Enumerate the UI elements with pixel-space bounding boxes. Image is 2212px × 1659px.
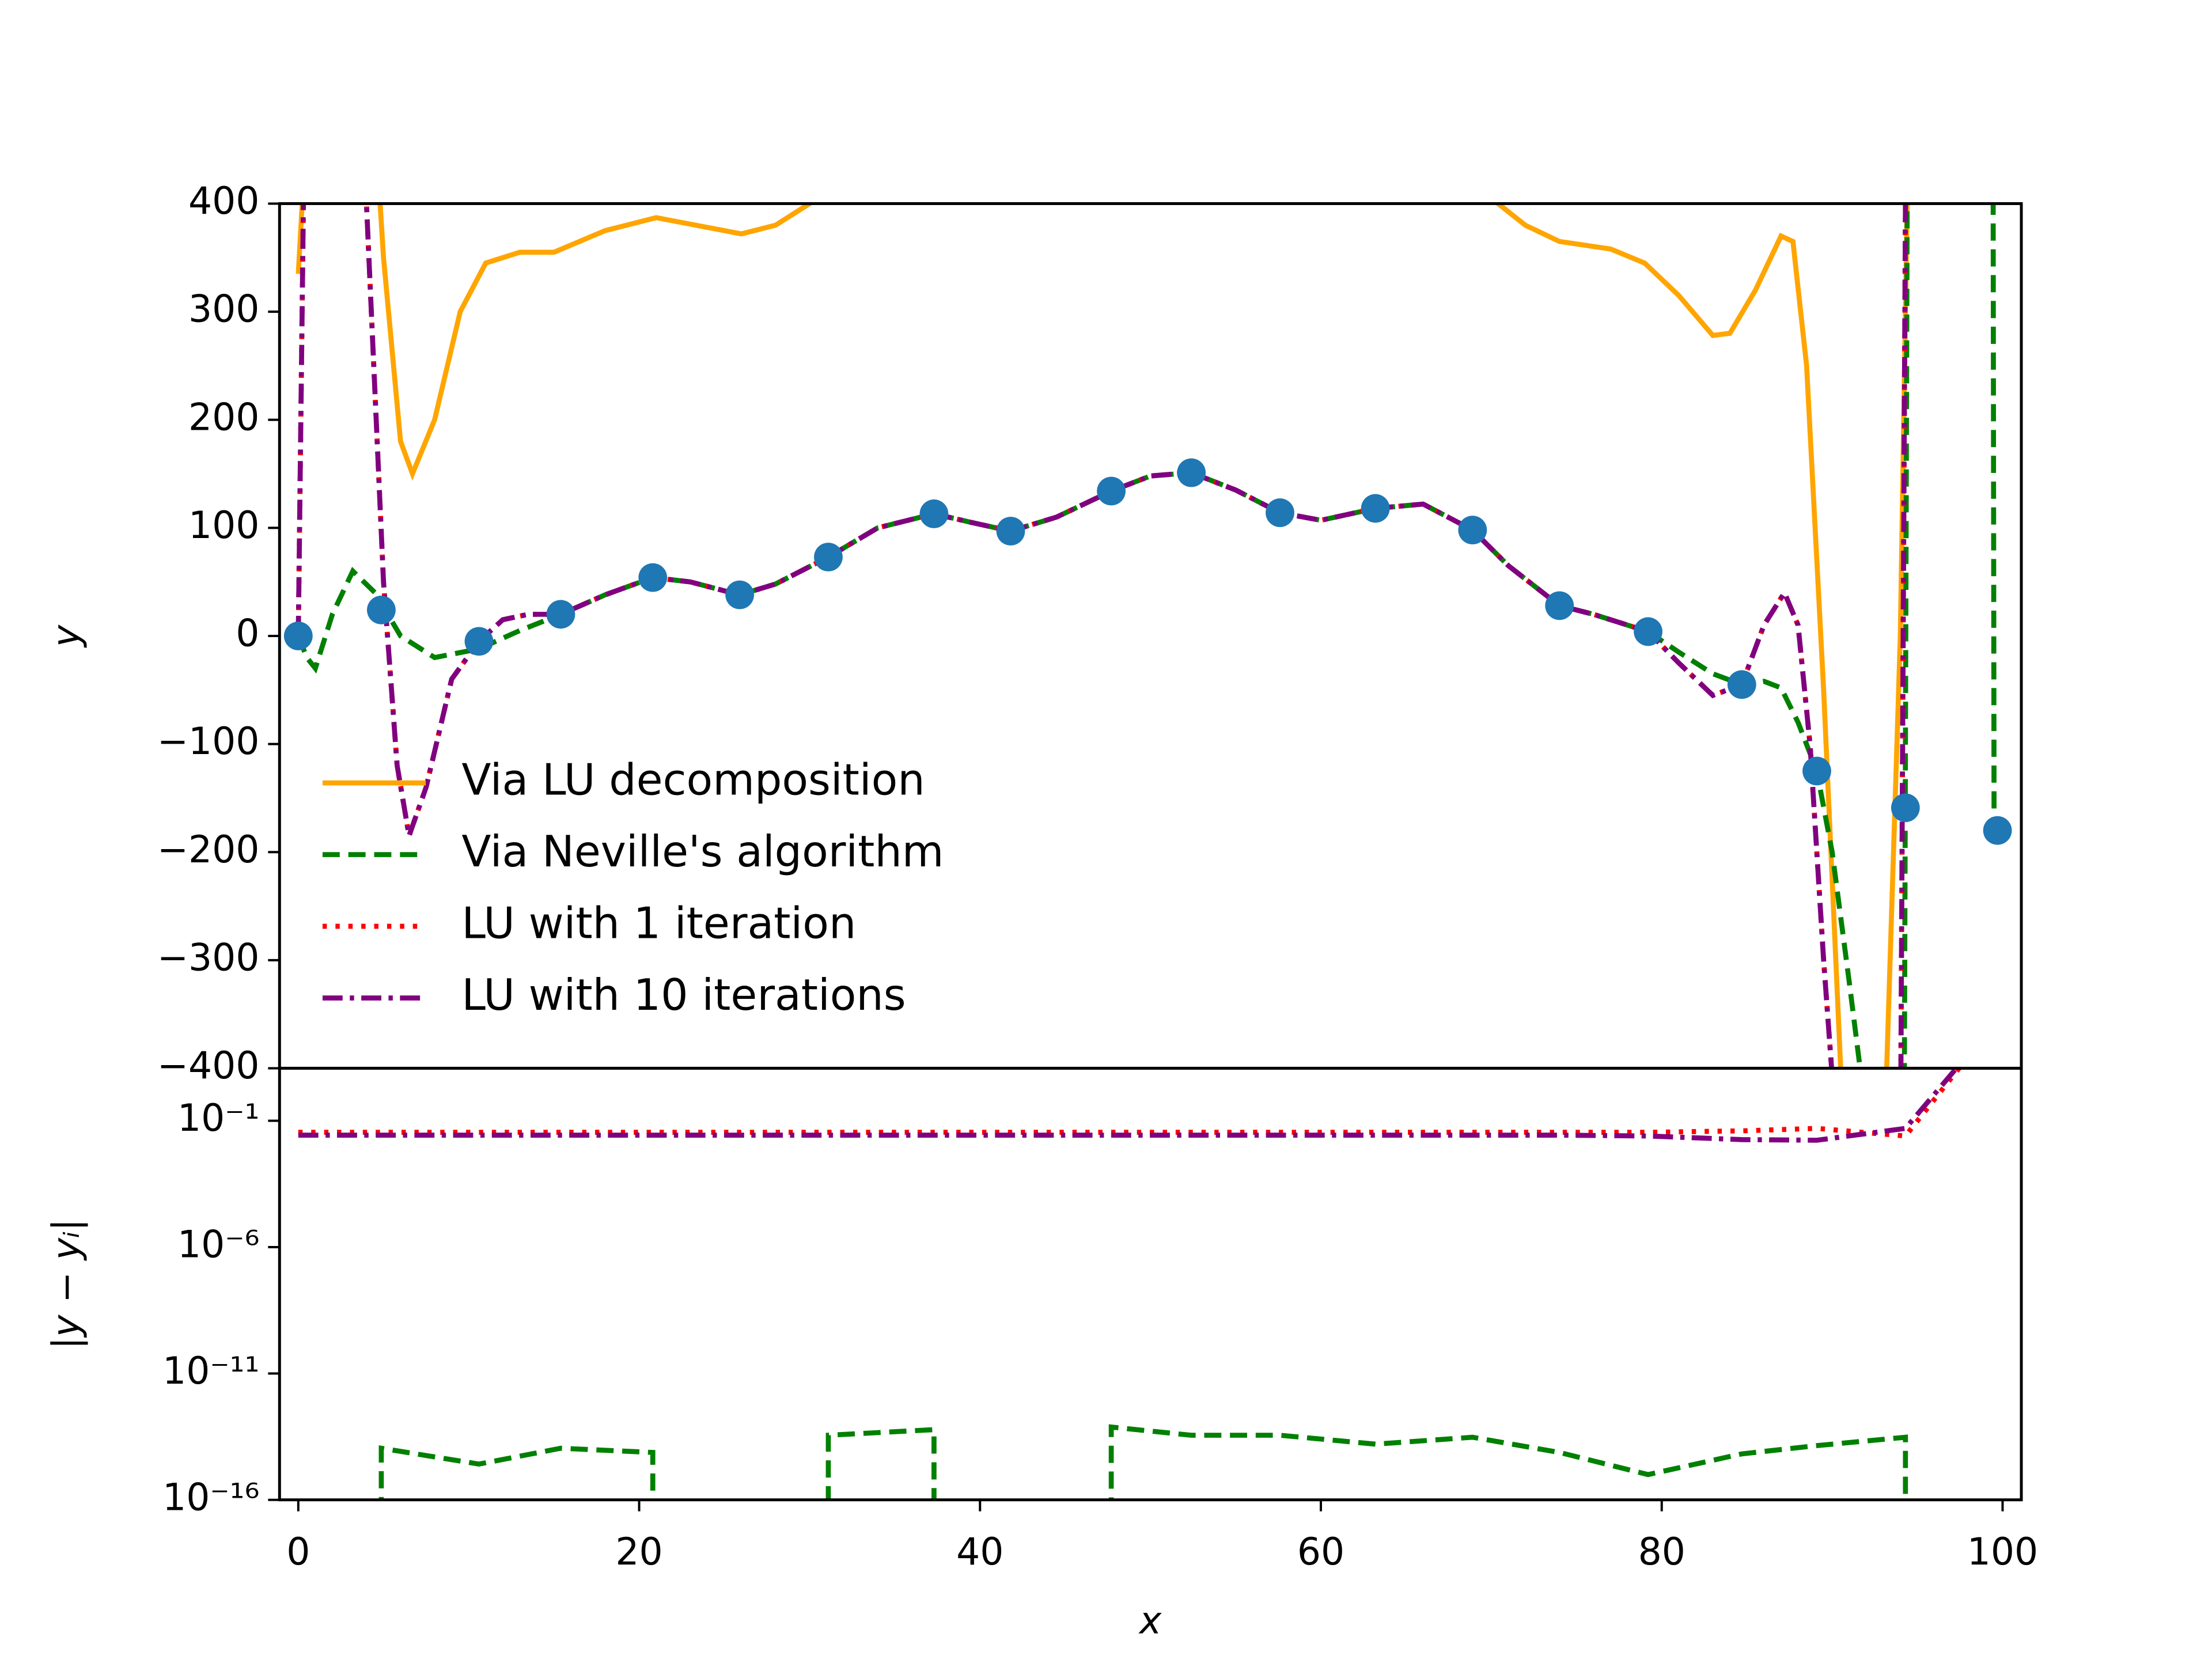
data-point: [638, 563, 668, 592]
y-tick-label: 200: [188, 396, 259, 439]
data-point: [1458, 516, 1487, 544]
y-tick-label: 300: [188, 288, 259, 331]
y-tick-label: 10⁻¹: [177, 1097, 259, 1140]
y-tick-label: −300: [157, 936, 260, 979]
y-tick-label: 0: [236, 612, 259, 656]
data-point: [1727, 670, 1756, 699]
y-tick-label: 400: [188, 180, 259, 223]
y-tick-label: −200: [157, 828, 260, 872]
data-point: [1634, 617, 1662, 646]
x-tick-label: 20: [615, 1531, 662, 1574]
x-tick-label: 100: [1967, 1531, 2038, 1574]
data-point: [1177, 458, 1206, 487]
legend-label: Via Neville's algorithm: [461, 827, 944, 877]
data-point: [464, 627, 494, 656]
data-point: [1266, 498, 1294, 527]
legend-label: LU with 1 iteration: [461, 899, 856, 949]
x-tick-label: 60: [1297, 1531, 1344, 1574]
legend-label: LU with 10 iterations: [461, 970, 906, 1020]
y-tick-label: −100: [157, 720, 260, 763]
data-point: [1891, 793, 1920, 823]
x-tick-label: 0: [286, 1531, 310, 1574]
data-point: [725, 580, 755, 609]
data-point: [996, 517, 1025, 546]
y-tick-label: 100: [188, 504, 259, 547]
data-point: [1361, 494, 1390, 523]
data-point: [814, 543, 843, 571]
plot-area: [283, 203, 2012, 1069]
data-point: [1097, 476, 1126, 506]
axes-frame: [278, 1066, 2023, 1502]
data-point: [1983, 816, 2012, 845]
y-tick-label: −400: [157, 1044, 260, 1088]
y-tick-label: 10⁻¹⁶: [162, 1476, 259, 1519]
data-point: [283, 622, 313, 650]
data-line: [298, 1068, 1960, 1143]
data-point: [1545, 591, 1574, 620]
legend-label: Via LU decomposition: [461, 755, 925, 805]
y-axis-label: y: [45, 624, 88, 648]
x-tick-label: 40: [956, 1531, 1003, 1574]
data-line: [296, 203, 1997, 1069]
y-tick-label: 10⁻¹¹: [162, 1350, 259, 1393]
data-point: [919, 499, 949, 528]
y-tick-label: 10⁻⁶: [177, 1224, 259, 1267]
data-point: [367, 596, 396, 624]
data-point: [1802, 756, 1831, 786]
y-axis-label: |y − yᵢ|: [45, 1219, 88, 1350]
data-line: [296, 203, 1908, 1069]
x-tick-label: 80: [1638, 1531, 1685, 1574]
data-line: [298, 1068, 1963, 1139]
x-axis-label: x: [1138, 1599, 1162, 1642]
plot-area: [298, 1068, 1998, 1659]
data-line: [296, 203, 1910, 1069]
data-point: [546, 600, 575, 629]
